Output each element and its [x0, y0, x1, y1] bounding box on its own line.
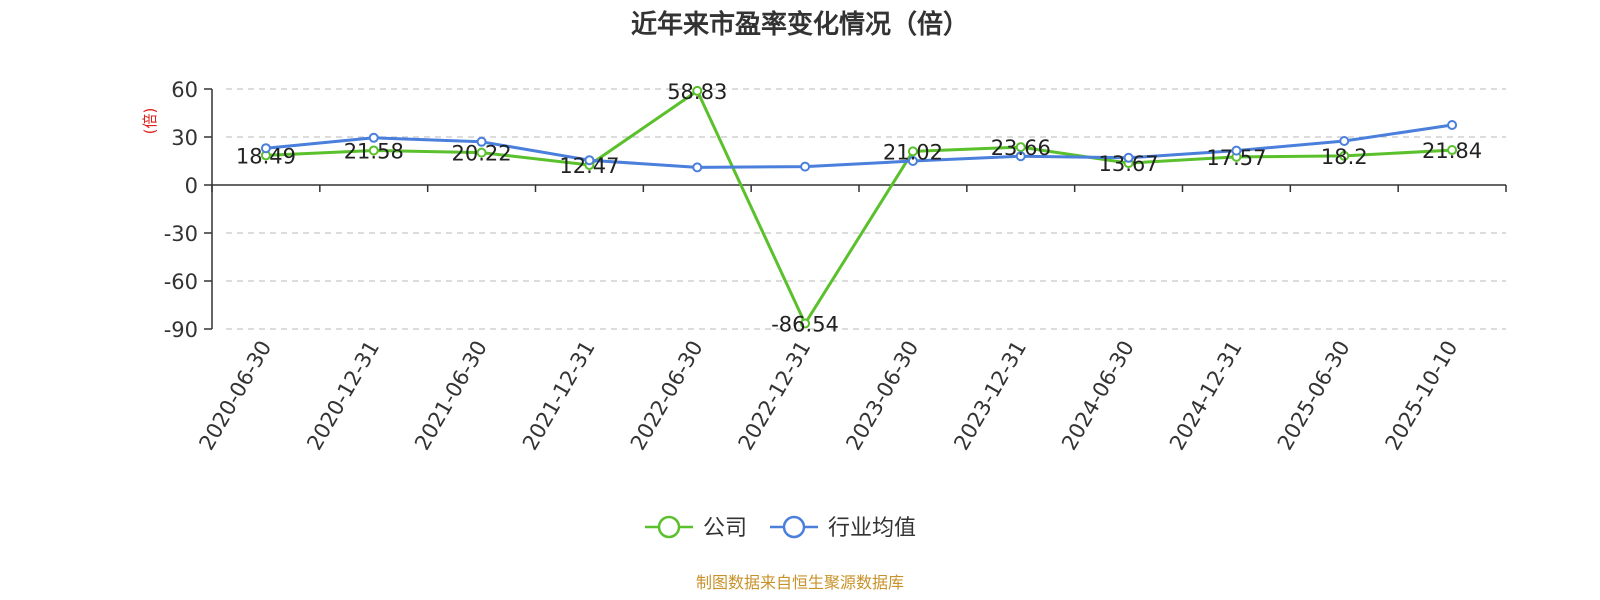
data-point[interactable]	[1015, 151, 1026, 162]
data-point[interactable]	[260, 143, 271, 154]
data-point[interactable]	[1447, 145, 1458, 156]
x-tick-label: 2023-12-31	[949, 337, 1031, 455]
data-point[interactable]	[368, 145, 379, 156]
y-tick-label: -60	[164, 270, 198, 294]
data-point[interactable]	[692, 85, 703, 96]
data-point[interactable]	[1447, 120, 1458, 130]
data-label: 23.66	[991, 136, 1051, 160]
y-tick-label: -90	[164, 318, 198, 342]
legend: 公司 行业均值	[645, 515, 916, 541]
data-label: 17.57	[1206, 146, 1266, 170]
data-point[interactable]	[1231, 145, 1242, 156]
y-tick-label: 0	[185, 174, 198, 198]
data-label: 13.67	[1099, 152, 1159, 176]
data-label: 12.47	[559, 154, 619, 178]
x-tick-label: 2024-06-30	[1057, 337, 1139, 455]
y-tick-label: 60	[171, 78, 198, 102]
data-source-note: 制图数据来自恒生聚源数据库	[696, 573, 904, 592]
data-label: 18.2	[1321, 145, 1368, 169]
x-tick-label: 2025-10-10	[1381, 337, 1463, 455]
y-tick-label: -30	[164, 222, 198, 246]
data-point[interactable]	[584, 155, 595, 166]
y-tick-label: 30	[171, 126, 198, 150]
legend-label: 公司	[703, 516, 747, 541]
x-tick-label: 2023-06-30	[841, 337, 923, 455]
series-line-1	[265, 123, 1453, 169]
series-lines	[260, 85, 1458, 329]
data-label: -86.54	[771, 312, 839, 336]
grid-lines	[226, 88, 1506, 330]
data-labels: 18.49 21.58 20.22 12.47 58.83 -86.54 21.02 23.6…	[236, 80, 1482, 337]
data-point[interactable]	[476, 147, 487, 158]
data-label: 18.49	[236, 144, 296, 168]
x-tick-label: 2025-06-30	[1273, 337, 1355, 455]
x-tick-label: 2022-06-30	[626, 337, 708, 455]
series-line-0	[265, 89, 1453, 325]
data-point[interactable]	[368, 132, 379, 143]
data-point[interactable]	[1339, 150, 1350, 161]
data-point[interactable]	[1339, 136, 1350, 146]
data-point[interactable]	[476, 136, 487, 147]
data-label: 20.22	[452, 142, 512, 166]
data-label: 21.02	[883, 140, 943, 164]
y-axis-label: (倍)	[141, 108, 159, 135]
data-point[interactable]	[800, 318, 811, 329]
data-point[interactable]	[800, 161, 811, 172]
data-point[interactable]	[1015, 142, 1026, 153]
data-label: 21.58	[344, 139, 404, 163]
x-tick-label: 2021-06-30	[410, 337, 492, 455]
x-tick-label: 2020-12-31	[302, 337, 384, 455]
legend-marker	[782, 515, 806, 539]
x-tick-label: 2024-12-31	[1165, 337, 1247, 455]
data-label: 58.83	[667, 80, 727, 104]
chart-title: 近年来市盈率变化情况（倍）	[631, 9, 969, 40]
data-label: 21.84	[1422, 139, 1482, 163]
data-point[interactable]	[907, 146, 918, 157]
legend-item-0[interactable]: 公司	[645, 515, 747, 541]
x-tick-label: 2022-12-31	[734, 337, 816, 455]
x-tick-label: 2021-12-31	[518, 337, 600, 455]
legend-item-1[interactable]: 行业均值	[770, 515, 916, 541]
x-tick-label: 2020-06-30	[194, 337, 276, 455]
data-point[interactable]	[1123, 152, 1134, 163]
legend-label: 行业均值	[828, 516, 916, 541]
legend-marker	[657, 515, 681, 539]
data-point[interactable]	[907, 156, 918, 166]
data-point[interactable]	[692, 162, 703, 173]
